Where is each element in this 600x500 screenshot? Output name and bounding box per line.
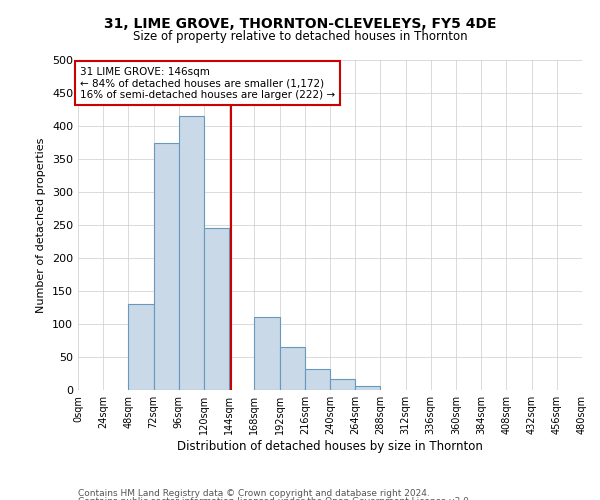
Text: 31 LIME GROVE: 146sqm
← 84% of detached houses are smaller (1,172)
16% of semi-d: 31 LIME GROVE: 146sqm ← 84% of detached … xyxy=(80,66,335,100)
Text: Contains HM Land Registry data © Crown copyright and database right 2024.: Contains HM Land Registry data © Crown c… xyxy=(78,488,430,498)
Bar xyxy=(128,304,154,390)
Bar xyxy=(330,380,355,390)
X-axis label: Distribution of detached houses by size in Thornton: Distribution of detached houses by size … xyxy=(177,440,483,452)
Bar xyxy=(355,386,380,390)
Bar xyxy=(179,116,204,390)
Bar xyxy=(280,347,305,390)
Y-axis label: Number of detached properties: Number of detached properties xyxy=(37,138,46,312)
Bar xyxy=(254,318,280,390)
Text: Size of property relative to detached houses in Thornton: Size of property relative to detached ho… xyxy=(133,30,467,43)
Bar xyxy=(305,369,330,390)
Bar xyxy=(154,142,179,390)
Bar xyxy=(204,228,229,390)
Text: 31, LIME GROVE, THORNTON-CLEVELEYS, FY5 4DE: 31, LIME GROVE, THORNTON-CLEVELEYS, FY5 … xyxy=(104,18,496,32)
Text: Contains public sector information licensed under the Open Government Licence v3: Contains public sector information licen… xyxy=(78,497,472,500)
